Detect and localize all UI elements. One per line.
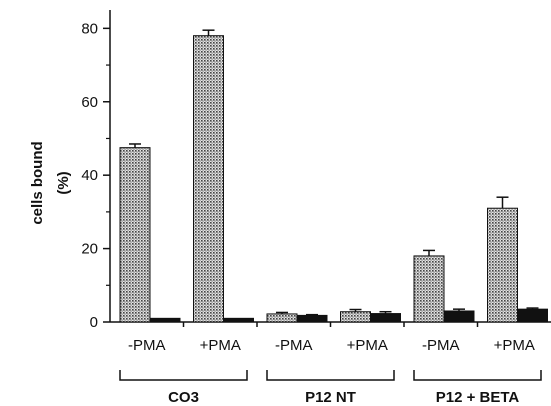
y-tick-label: 40: [81, 167, 98, 184]
group-label: CO3: [168, 389, 199, 406]
group-label: P12 + BETA: [436, 389, 520, 406]
category-label: +PMA: [200, 337, 241, 354]
category-label: +PMA: [494, 337, 535, 354]
category-label: -PMA: [422, 337, 460, 354]
x-axis-labels: -PMA +PMA -PMA +PMA -PMA +PMA: [128, 337, 535, 354]
axes: 0 20 40 60 80: [81, 10, 551, 331]
bars: [119, 29, 548, 323]
group-bracket: [266, 370, 395, 381]
y-tick-label: 20: [81, 241, 98, 258]
bar-solid: [296, 314, 328, 323]
bar-stippled: [193, 35, 224, 323]
y-tick-label: 60: [81, 94, 98, 111]
category-label: -PMA: [275, 337, 313, 354]
y-axis-label: cells bound: [29, 141, 46, 224]
group-brackets: CO3 P12 NT P12 + BETA: [119, 370, 542, 406]
bar-stippled: [266, 313, 298, 323]
bar-stippled: [487, 207, 518, 323]
category-label: -PMA: [128, 337, 166, 354]
group-label: P12 NT: [305, 389, 356, 406]
bar-solid: [370, 313, 401, 323]
bar-stippled: [340, 311, 371, 323]
y-tick-label: 80: [81, 20, 98, 37]
group-bracket: [119, 370, 248, 381]
y-axis-unit: (%): [55, 171, 72, 194]
bar-solid: [443, 310, 475, 323]
bar-solid: [517, 308, 548, 323]
group-bracket: [413, 370, 542, 381]
bar-stippled: [413, 255, 445, 323]
category-label: +PMA: [347, 337, 388, 354]
bar-solid: [223, 317, 254, 323]
bar-stippled: [119, 147, 151, 323]
y-tick-label: 0: [90, 314, 98, 331]
bar-solid: [149, 317, 181, 323]
